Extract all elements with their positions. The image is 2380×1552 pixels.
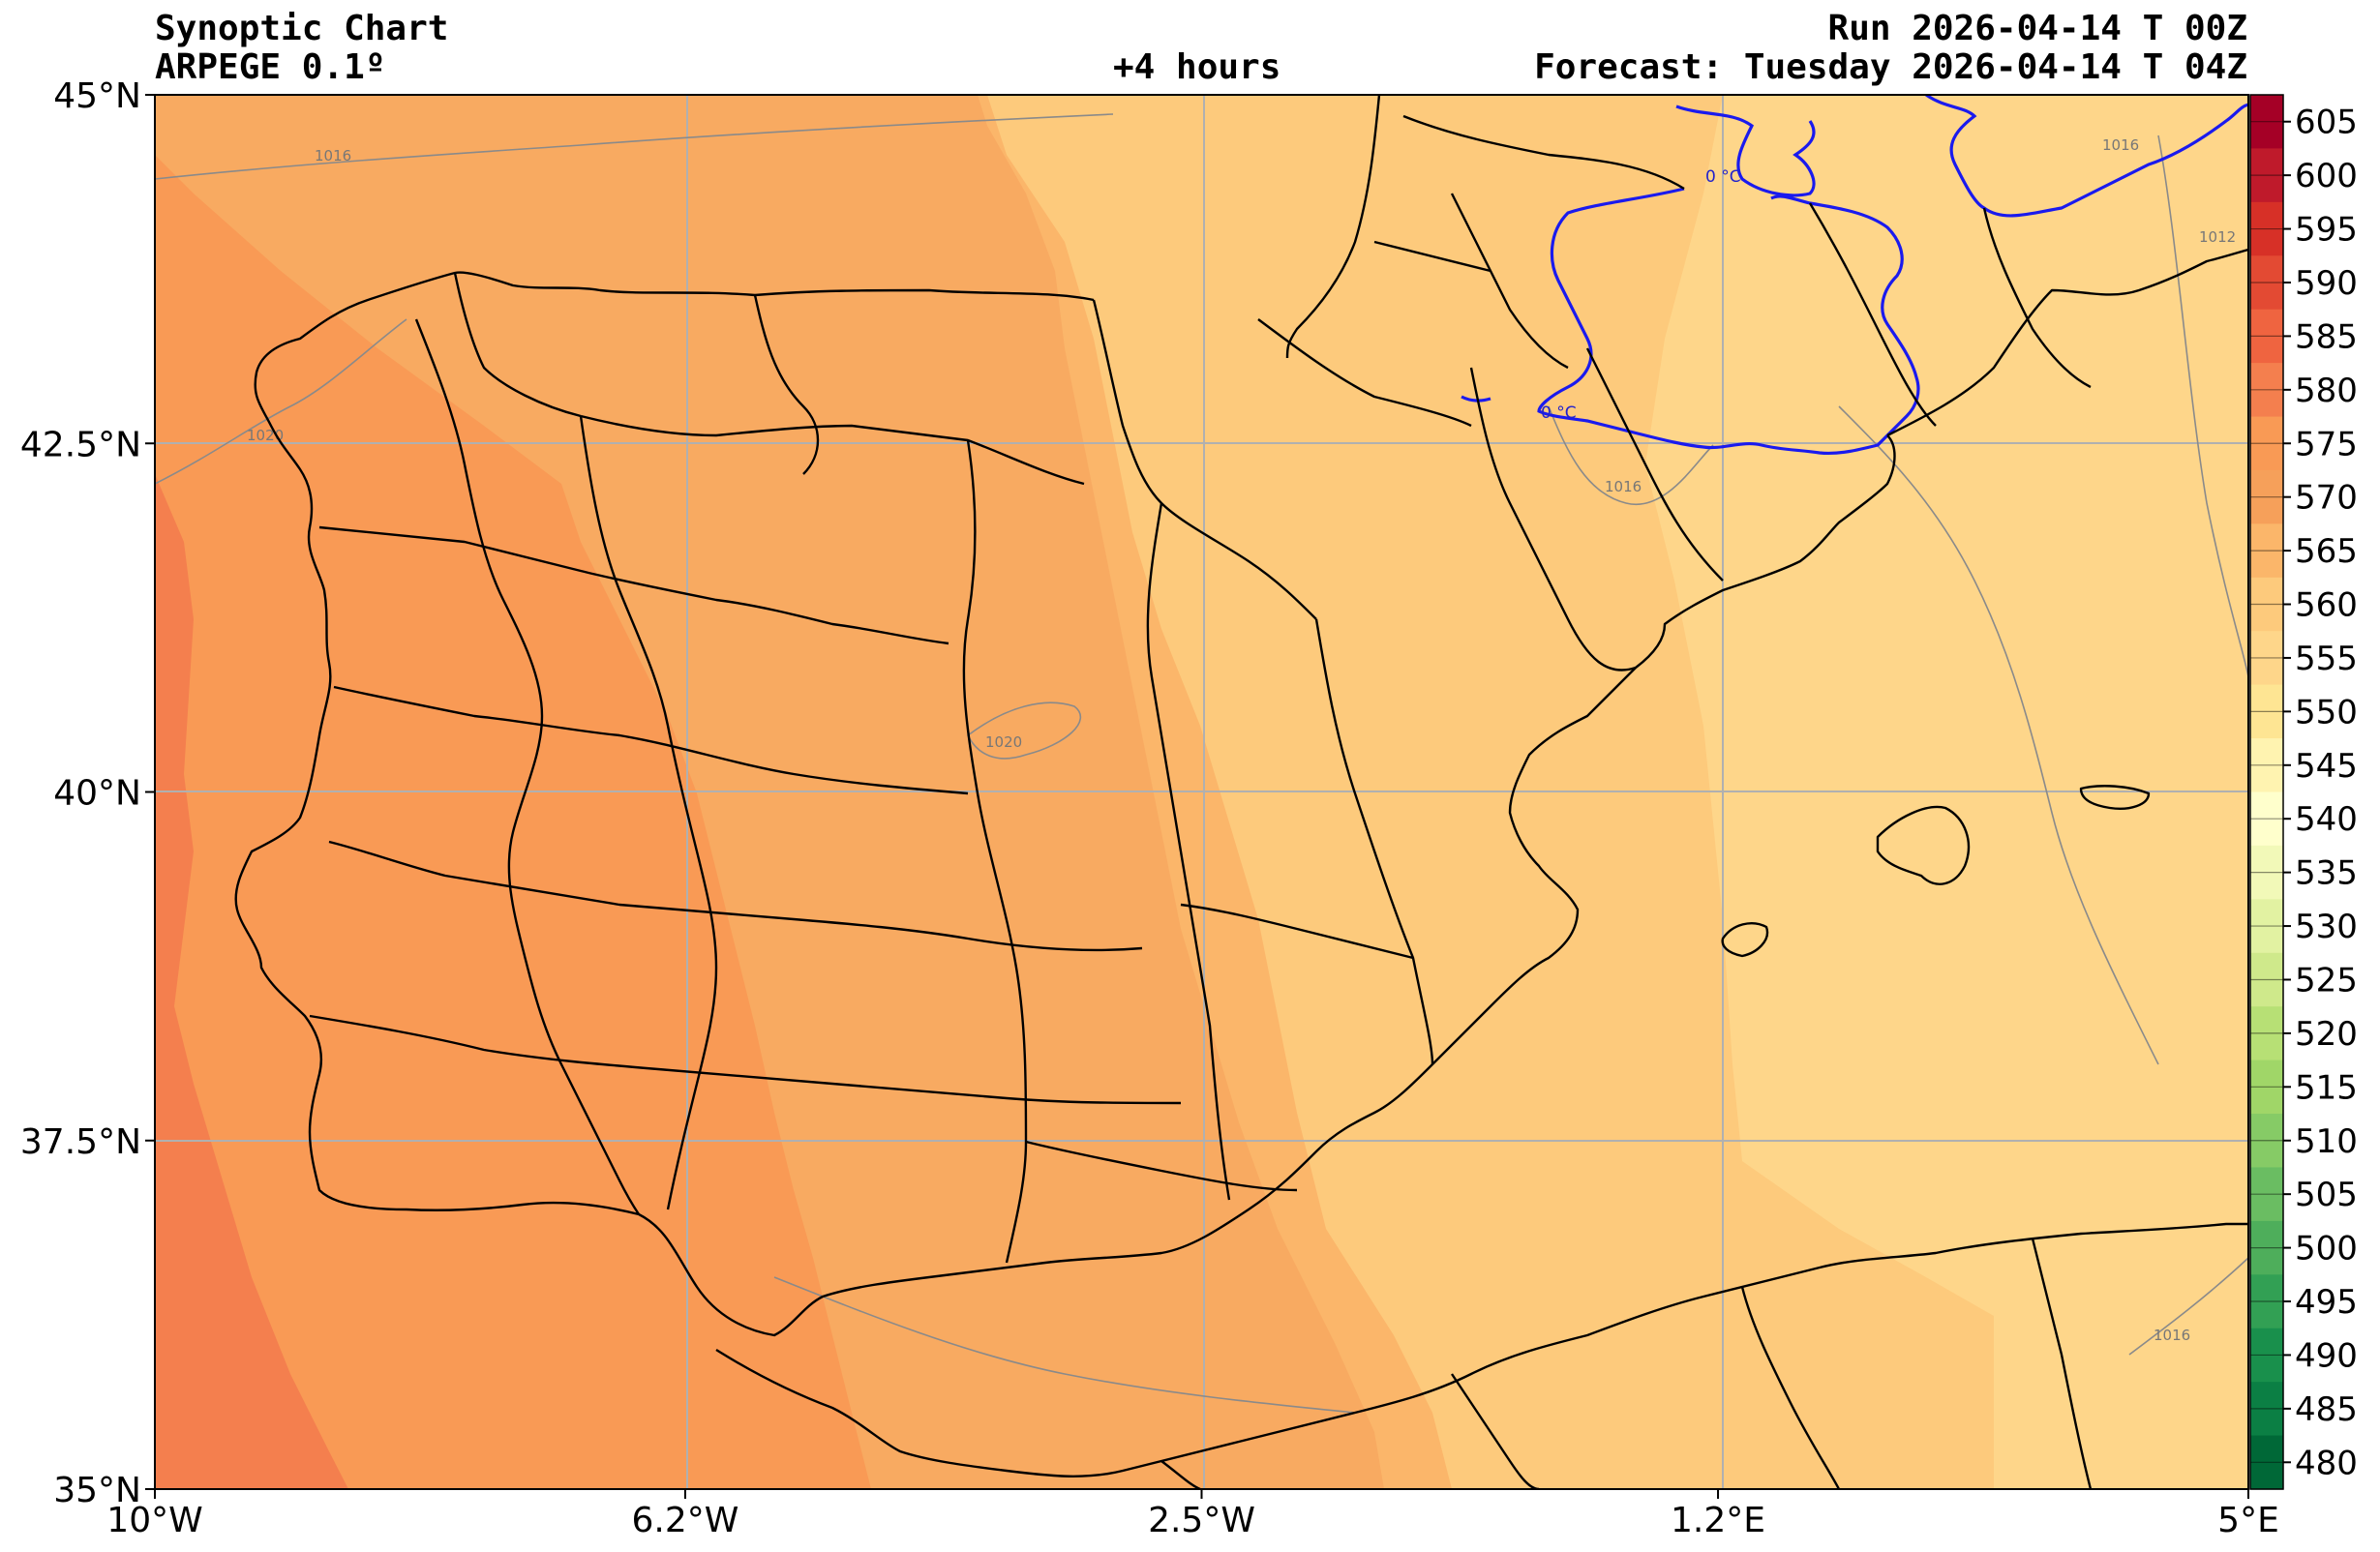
colorbar-tick-label: 520	[2295, 1015, 2358, 1054]
gulf-of-lion-coast	[1886, 248, 2248, 437]
colorbar-swatch	[2250, 1435, 2283, 1490]
lat-tick-label: 37.5°N	[20, 1122, 141, 1162]
colorbar-tick-label: 525	[2295, 961, 2358, 1000]
colorbar-tick-label: 605	[2295, 104, 2358, 142]
freezing-label: 0 °C	[1705, 167, 1741, 187]
colorbar-tick-label: 555	[2295, 640, 2358, 678]
north-africa-coast	[715, 1222, 2248, 1477]
isobar-label: 1016	[315, 147, 351, 164]
colorbar-swatch	[2250, 309, 2283, 364]
colorbar-tick-label: 540	[2295, 800, 2358, 839]
colorbar-swatch	[2250, 1220, 2283, 1275]
colorbar-tick-label: 580	[2295, 372, 2358, 410]
lat-lon-grid	[155, 95, 2248, 1489]
colorbar-tick-label: 575	[2295, 425, 2358, 463]
colorbar-swatch	[2250, 684, 2283, 739]
lat-tick-label: 42.5°N	[20, 425, 141, 464]
lat-tick-label: 45°N	[53, 76, 141, 116]
colorbar-swatch	[2250, 845, 2283, 900]
colorbar-tick-label: 595	[2295, 211, 2358, 250]
colorbar-swatch	[2250, 631, 2283, 686]
lon-tick-label: 2.5°W	[1148, 1501, 1255, 1540]
colorbar-tick-label: 545	[2295, 747, 2358, 786]
colorbar-swatch	[2250, 95, 2283, 150]
colorbar-swatch	[2250, 1006, 2283, 1061]
colorbar-swatch	[2250, 952, 2283, 1007]
colorbar-tick-label: 585	[2295, 317, 2358, 356]
coastlines-borders	[234, 95, 2248, 1489]
france-coast	[1285, 95, 1381, 359]
colorbar-tick-label: 590	[2295, 264, 2358, 303]
colorbar-tick-label: 570	[2295, 479, 2358, 518]
colorbar-tick-label: 600	[2295, 157, 2358, 195]
iberia-coastline	[234, 271, 1896, 1337]
colorbar-swatch	[2250, 1274, 2283, 1329]
colorbar-swatch	[2250, 416, 2283, 471]
colorbar-tick-label: 485	[2295, 1390, 2358, 1429]
colorbar-tick-label: 515	[2295, 1068, 2358, 1107]
colorbar-swatch	[2250, 469, 2283, 524]
lead-time: +4 hours	[1113, 47, 1281, 87]
lon-tick-label: 5°E	[2217, 1501, 2279, 1540]
freezing-label: 0 °C	[1541, 403, 1577, 423]
colorbar-tick-label: 480	[2295, 1444, 2358, 1482]
isobar-label: 1016	[1605, 478, 1642, 495]
colorbar-swatch	[2250, 738, 2283, 793]
colorbar-tick-label: 565	[2295, 532, 2358, 571]
colorbar-swatch	[2250, 523, 2283, 579]
colorbar-tick-label: 495	[2295, 1283, 2358, 1322]
colorbar-tick-label: 550	[2295, 693, 2358, 731]
colorbar-swatch	[2250, 1382, 2283, 1437]
colorbar-swatch	[2250, 899, 2283, 954]
freezing-level-labels: 0 °C 0 °C	[1541, 167, 1741, 423]
lon-tick-label: 6.2°W	[632, 1501, 739, 1540]
colorbar-swatch	[2250, 363, 2283, 418]
lat-tick-label: 40°N	[53, 774, 141, 814]
chart-title: Synoptic Chart	[155, 9, 449, 48]
colorbar-tick-label: 535	[2295, 854, 2358, 893]
colorbar: 605 600 595 590 585 580 575 570 565 560 555 550 545 5…	[2249, 94, 2358, 1490]
colorbar-swatch	[2250, 1328, 2283, 1383]
colorbar-swatch	[2250, 1114, 2283, 1169]
colorbar-swatch	[2250, 791, 2283, 847]
ibiza	[1721, 922, 1769, 958]
colorbar-tick-label: 560	[2295, 586, 2358, 625]
isobar-label: 1020	[985, 733, 1022, 751]
isobar-label: 1012	[2199, 228, 2236, 246]
model-name: ARPEGE 0.1º	[155, 47, 386, 87]
colorbar-swatch	[2250, 148, 2283, 203]
isobar-label: 1016	[2154, 1327, 2190, 1344]
lat-tick-label: 35°N	[53, 1471, 141, 1510]
colorbar-swatch	[2250, 577, 2283, 632]
colorbar-frame	[2249, 94, 2284, 1490]
isobar-label: 1020	[247, 427, 284, 444]
lon-tick-label: 10°W	[106, 1501, 202, 1540]
colorbar-swatch	[2250, 1167, 2283, 1222]
colorbar-swatch	[2250, 1060, 2283, 1115]
colorbar-swatch	[2250, 255, 2283, 311]
isobar-label: 1016	[2102, 136, 2139, 154]
lon-tick-label: 1.2°E	[1671, 1501, 1765, 1540]
band-570	[155, 155, 871, 1489]
colorbar-tick-label: 490	[2295, 1336, 2358, 1375]
colorbar-tick-label: 510	[2295, 1122, 2358, 1161]
colorbar-tick-label: 505	[2295, 1176, 2358, 1214]
forecast-time: Forecast: Tuesday 2026-04-14 T 04Z	[1534, 47, 2247, 87]
colorbar-tick-label: 530	[2295, 908, 2358, 946]
band-575	[155, 474, 348, 1489]
axis-ticks: 10°W 6.2°W 2.5°W 1.2°E 5°E 45°N 42.5°N 40°N 37.5…	[20, 76, 2279, 1540]
run-time: Run 2026-04-14 T 00Z	[1827, 9, 2247, 48]
colorbar-swatch	[2250, 201, 2283, 256]
colorbar-tick-label: 500	[2295, 1230, 2358, 1268]
menorca	[2079, 785, 2151, 810]
isobars	[155, 113, 2248, 1414]
portugal-spain-border	[414, 318, 641, 1215]
freezing-level-line	[1461, 95, 2248, 456]
mallorca	[1876, 805, 1971, 885]
